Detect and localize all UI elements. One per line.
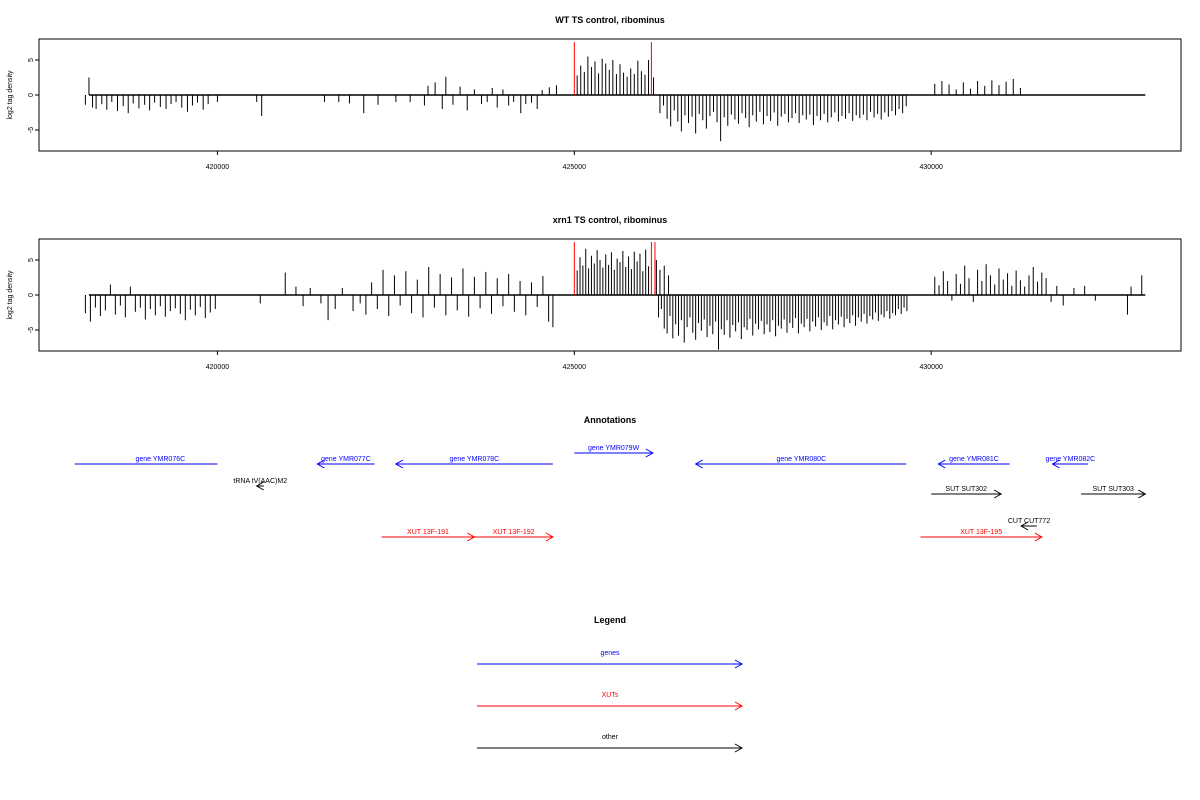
arrow-left-icon	[1051, 459, 1060, 469]
panel-wt-y-axis: 5 0 -5	[28, 58, 39, 133]
arrow-left-icon	[1020, 521, 1029, 531]
arrow-right-icon	[993, 489, 1003, 499]
feature-label: gene YMR082C	[1046, 456, 1096, 463]
panel-wt-title: WT TS control, ribominus	[555, 15, 665, 25]
y-tick-label: 5	[28, 58, 35, 62]
arrow-left-icon	[316, 459, 325, 469]
feature-label: XUT 13F-195	[960, 529, 1002, 536]
legend-label: other	[602, 734, 619, 741]
annotation-feature: gene YMR081C	[937, 456, 1010, 469]
legend-label: genes	[600, 650, 620, 657]
x-tick-label: 420000	[206, 164, 229, 171]
y-tick-label: 0	[28, 293, 35, 297]
annotation-feature: gene YMR076C	[74, 456, 218, 465]
feature-label: gene YMR077C	[321, 456, 371, 463]
legend-panel: Legend genes XUTs other	[477, 615, 744, 753]
panel-xrn1-bars	[84, 248, 1146, 350]
annotation-feature: XUT 13F-192	[474, 529, 554, 542]
panel-xrn1: xrn1 TS control, ribominus log2 tag dens…	[7, 215, 1182, 371]
annotation-feature: SUT SUT303	[1081, 486, 1147, 499]
feature-label: SUT SUT302	[945, 486, 987, 493]
x-tick-label: 425000	[563, 364, 586, 371]
annotation-feature: gene YMR080C	[694, 456, 907, 469]
arrow-right-icon	[734, 659, 744, 669]
panel-xrn1-y-axis: 5 0 -5	[28, 258, 39, 333]
feature-label: gene YMR081C	[949, 456, 999, 463]
arrow-left-icon	[937, 459, 946, 469]
arrow-right-icon	[645, 448, 654, 458]
arrow-left-icon	[255, 481, 264, 491]
annotation-feature: XUT 13F-195	[920, 529, 1043, 542]
arrow-right-icon	[734, 743, 744, 753]
y-tick-label: -5	[28, 327, 35, 333]
feature-label: XUT 13F-191	[407, 529, 449, 536]
feature-label: gene YMR079W	[588, 445, 640, 452]
feature-label: CUT CUT772	[1008, 518, 1050, 525]
annotations-title: Annotations	[584, 415, 637, 425]
feature-label: XUT 13F-192	[493, 529, 535, 536]
x-tick-label: 420000	[206, 364, 229, 371]
arrow-right-icon	[545, 532, 554, 542]
annotation-feature: gene YMR079W	[574, 445, 654, 458]
x-tick-label: 430000	[920, 164, 943, 171]
y-tick-label: 5	[28, 258, 35, 262]
annotation-feature: tRNA tV(AAC)M2	[233, 478, 287, 491]
panel-xrn1-title: xrn1 TS control, ribominus	[553, 215, 668, 225]
arrow-left-icon	[694, 459, 703, 469]
legend-label: XUTs	[602, 692, 619, 699]
legend-title: Legend	[594, 615, 626, 625]
y-tick-label: 0	[28, 93, 35, 97]
annotation-feature: XUT 13F-191	[381, 529, 476, 542]
x-tick-label: 430000	[920, 364, 943, 371]
y-tick-label: -5	[28, 127, 35, 133]
annotation-feature: gene YMR077C	[316, 456, 375, 469]
annotations-panel: Annotations gene YMR076C gene YMR077C gene…	[74, 415, 1147, 542]
panel-wt-bars	[84, 56, 1146, 142]
arrow-left-icon	[394, 459, 404, 469]
legend-entry: genes	[477, 650, 744, 669]
panel-wt-markers	[573, 42, 652, 95]
annotation-feature: gene YMR082C	[1046, 456, 1096, 469]
panel-wt-x-axis: 420000 425000 430000	[206, 151, 943, 171]
arrow-right-icon	[1138, 489, 1147, 499]
feature-label: gene YMR076C	[135, 456, 185, 463]
panel-wt: WT TS control, ribominus log2 tag densit…	[7, 15, 1182, 171]
annotation-feature: CUT CUT772	[1008, 518, 1050, 531]
x-tick-label: 425000	[563, 164, 586, 171]
legend-entry: XUTs	[477, 692, 744, 711]
feature-label: gene YMR080C	[776, 456, 826, 463]
legend-entries: genes XUTs other	[477, 650, 744, 753]
panel-xrn1-y-axis-label: log2 tag density	[7, 270, 14, 320]
annotation-feature: SUT SUT302	[931, 486, 1003, 499]
legend-entry: other	[477, 734, 744, 753]
arrow-right-icon	[1034, 532, 1043, 542]
panel-wt-y-axis-label: log2 tag density	[7, 70, 14, 120]
feature-label: tRNA tV(AAC)M2	[233, 478, 287, 485]
feature-label: gene YMR078C	[450, 456, 500, 463]
panel-xrn1-x-axis: 420000 425000 430000	[206, 351, 943, 371]
annotation-features: gene YMR076C gene YMR077C gene YMR078C gene…	[74, 445, 1147, 542]
annotation-feature: gene YMR078C	[394, 456, 553, 469]
feature-label: SUT SUT303	[1092, 486, 1134, 493]
arrow-right-icon	[734, 701, 744, 711]
panel-xrn1-markers	[573, 242, 656, 295]
